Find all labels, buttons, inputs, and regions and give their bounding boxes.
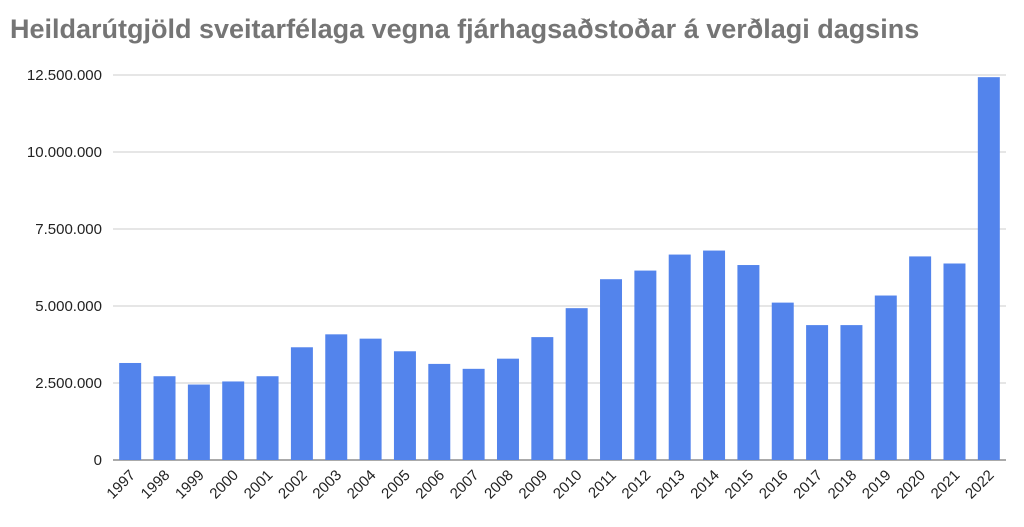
bar-2016 [771,302,794,460]
x-axis: 1997199819992000200120022003200420052006… [103,467,997,503]
x-tick-label: 2009 [516,467,552,503]
bar-2011 [600,279,623,460]
y-tick-label: 5.000.000 [35,298,102,315]
x-tick-label: 2011 [585,467,620,502]
bar-2012 [634,270,657,460]
x-tick-label: 2019 [859,467,895,503]
x-tick-label: 2006 [412,467,448,503]
x-tick-label: 2017 [790,467,826,503]
x-tick-label: 2002 [275,467,311,503]
y-tick-label: 0 [94,452,102,469]
bar-2021 [943,263,966,460]
bar-2018 [840,325,863,460]
bar-2019 [874,295,897,460]
bar-2015 [737,265,760,460]
bar-2001 [256,376,279,460]
x-tick-label: 2004 [344,467,380,503]
y-tick-label: 12.500.000 [27,67,102,84]
x-tick-label: 2014 [687,467,723,503]
bar-2014 [703,250,726,460]
bar-2000 [222,381,245,460]
x-tick-label: 2021 [928,467,964,503]
bar-2020 [909,256,932,460]
x-tick-label: 2003 [309,467,345,503]
chart-title: Heildarútgjöld sveitarfélaga vegna fjárh… [10,14,920,44]
x-tick-label: 1999 [172,467,208,503]
x-tick-label: 2015 [722,467,758,503]
bar-1999 [187,384,210,460]
bar-2017 [806,325,829,460]
x-tick-label: 2008 [481,467,517,503]
x-tick-label: 1997 [103,467,139,503]
bar-2008 [496,358,519,460]
x-tick-label: 2007 [447,467,483,503]
y-axis: 0 2.500.000 5.000.000 7.500.000 10.000.000 12… [27,67,102,469]
bar-1997 [119,362,142,460]
x-tick-label: 2012 [619,467,655,503]
bar-2003 [325,334,348,460]
x-tick-label: 2018 [825,467,861,503]
x-tick-label: 2000 [206,467,242,503]
bars [119,77,1000,460]
bar-2005 [393,351,416,460]
bar-2009 [531,337,554,460]
bar-2006 [428,363,451,460]
grid-lines [113,74,1006,461]
x-tick-label: 2005 [378,467,414,503]
y-tick-label: 7.500.000 [35,221,102,238]
y-tick-label: 10.000.000 [27,144,102,161]
x-tick-label: 2001 [241,467,277,503]
bar-2010 [565,308,588,460]
bar-1998 [153,376,176,460]
x-tick-label: 2010 [550,467,586,503]
bar-2002 [290,347,313,460]
x-tick-label: 2013 [653,467,689,503]
x-tick-label: 2016 [756,467,792,503]
bar-2007 [462,368,485,460]
x-tick-label: 1998 [138,467,174,503]
bar-2004 [359,338,382,460]
bar-2022 [977,77,1000,460]
x-tick-label: 2022 [962,467,998,503]
y-tick-label: 2.500.000 [35,375,102,392]
bar-2013 [668,254,691,460]
x-tick-label: 2020 [893,467,929,503]
